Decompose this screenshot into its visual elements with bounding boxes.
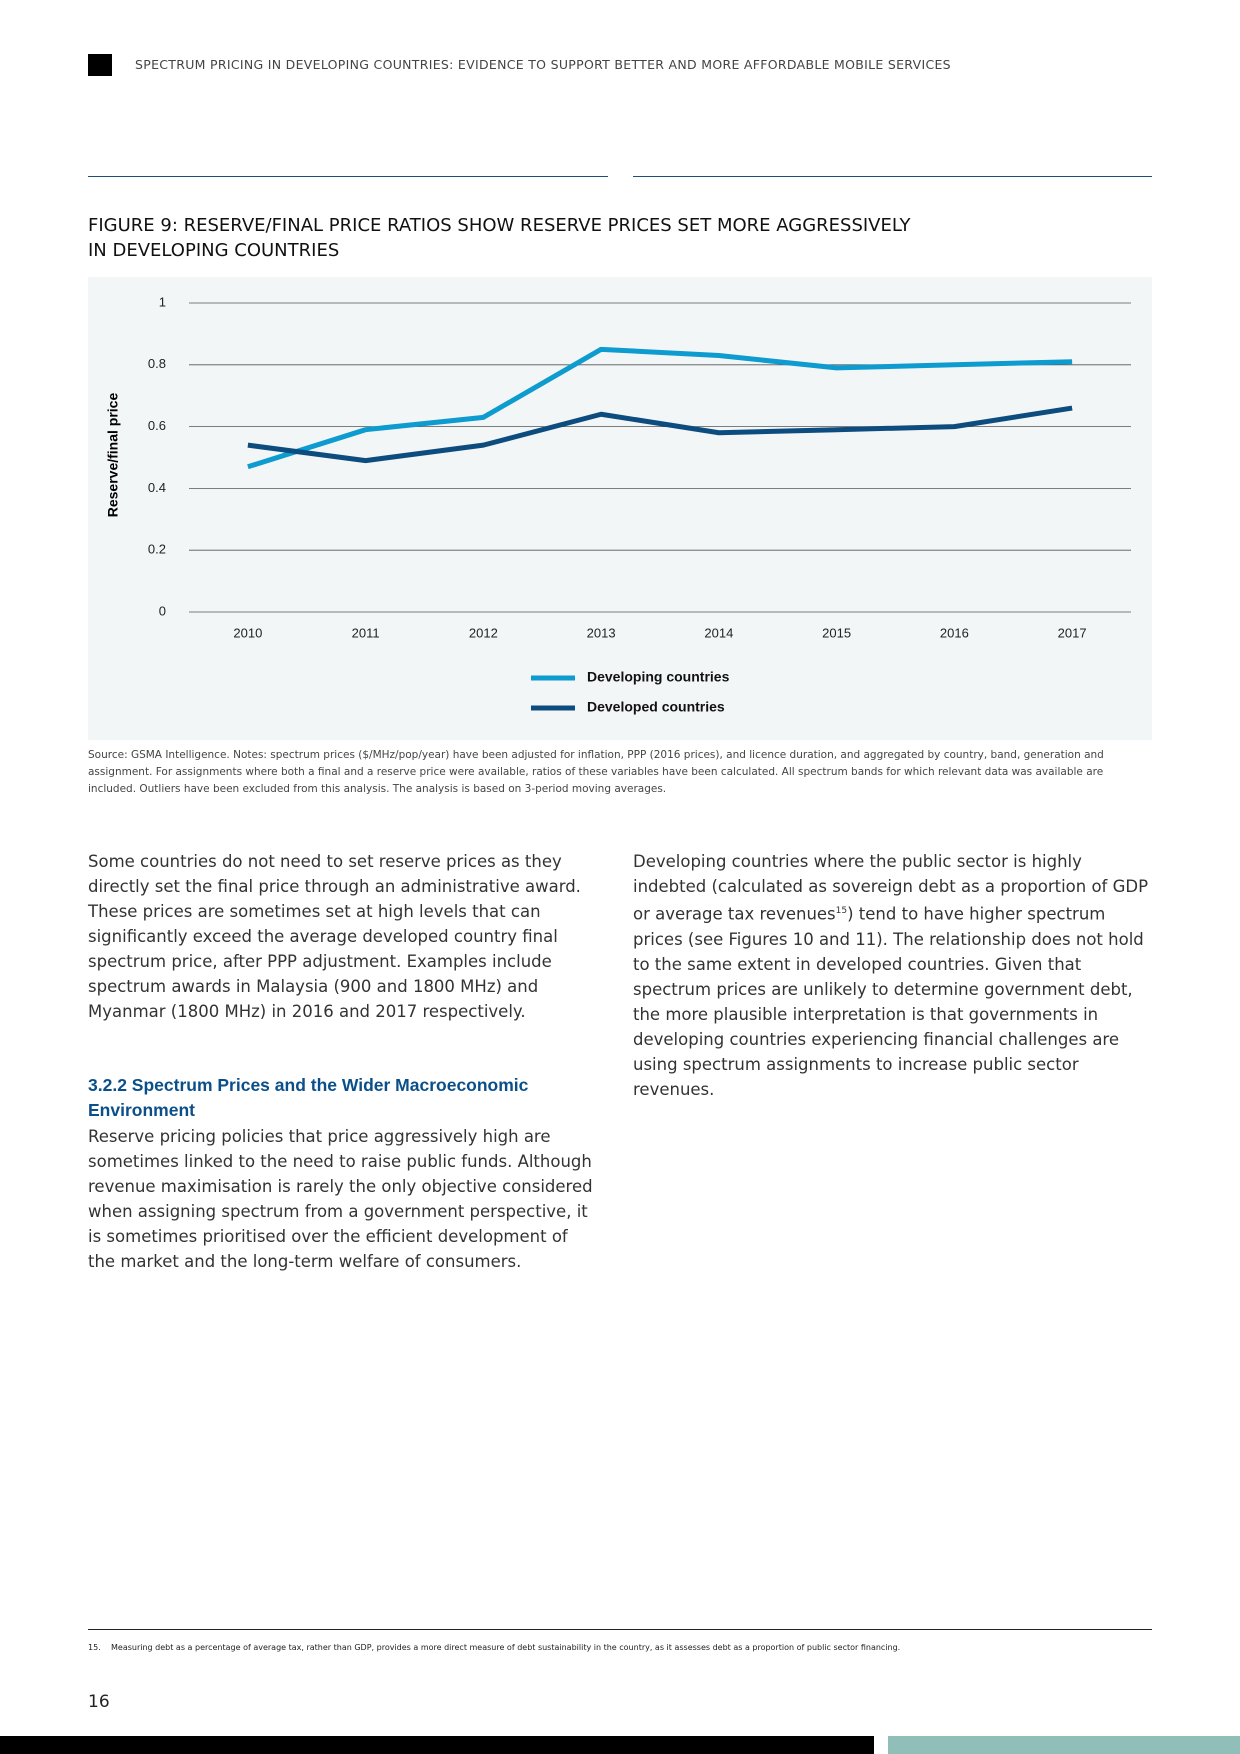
section-heading: 3.2.2 Spectrum Prices and the Wider Macr… (88, 1075, 529, 1120)
logo (88, 54, 112, 76)
x-tick-label: 2010 (233, 625, 262, 640)
paragraph: Reserve pricing policies that price aggr… (88, 1127, 593, 1271)
text: ) tend to have higher spectrum prices (s… (633, 904, 1144, 1099)
legend-label: Developed countries (587, 699, 725, 715)
figure-title: FIGURE 9: RESERVE/FINAL PRICE RATIOS SHO… (88, 215, 911, 236)
x-tick-label: 2013 (587, 625, 616, 640)
paragraph: Developing countries where the public se… (633, 849, 1153, 1102)
y-tick-label: 0.2 (148, 542, 166, 557)
footnote-ref: 15 (835, 906, 848, 916)
x-tick-label: 2014 (704, 625, 733, 640)
rule (633, 176, 1152, 177)
y-axis-label: Reserve/final price (105, 393, 121, 518)
paragraph: Some countries do not need to set reserv… (88, 852, 581, 1021)
footer-bar (888, 1736, 1240, 1754)
x-tick-label: 2011 (352, 625, 380, 640)
page-number: 16 (88, 1692, 110, 1712)
y-tick-label: 0 (159, 603, 166, 618)
source-note: Source: GSMA Intelligence. Notes: spectr… (88, 749, 1104, 795)
figure-title: IN DEVELOPING COUNTRIES (88, 240, 340, 261)
chart: Reserve/final price 0 0.2 0.4 0.6 0.8 1 2010 20… (88, 277, 1152, 740)
header-title: SPECTRUM PRICING IN DEVELOPING COUNTRIES… (135, 57, 951, 72)
x-tick-label: 2016 (940, 625, 969, 640)
chart-background (88, 277, 1152, 740)
footnote: Measuring debt as a percentage of averag… (111, 1643, 901, 1652)
legend-label: Developing countries (587, 669, 730, 685)
footnote-number: 15. (88, 1643, 101, 1652)
x-tick-label: 2017 (1058, 625, 1087, 640)
footer-bar (0, 1736, 874, 1754)
x-tick-label: 2015 (822, 625, 851, 640)
y-tick-label: 0.6 (148, 418, 166, 433)
text: Developing countries where the public se… (633, 852, 1149, 924)
data-line (247, 405, 1073, 464)
rule (88, 1629, 1152, 1630)
y-tick-label: 0.8 (148, 356, 166, 371)
data-line (247, 346, 1073, 470)
rule (88, 176, 608, 177)
y-tick-label: 1 (159, 294, 166, 309)
y-tick-label: 0.4 (148, 480, 166, 495)
x-tick-label: 2012 (469, 625, 498, 640)
